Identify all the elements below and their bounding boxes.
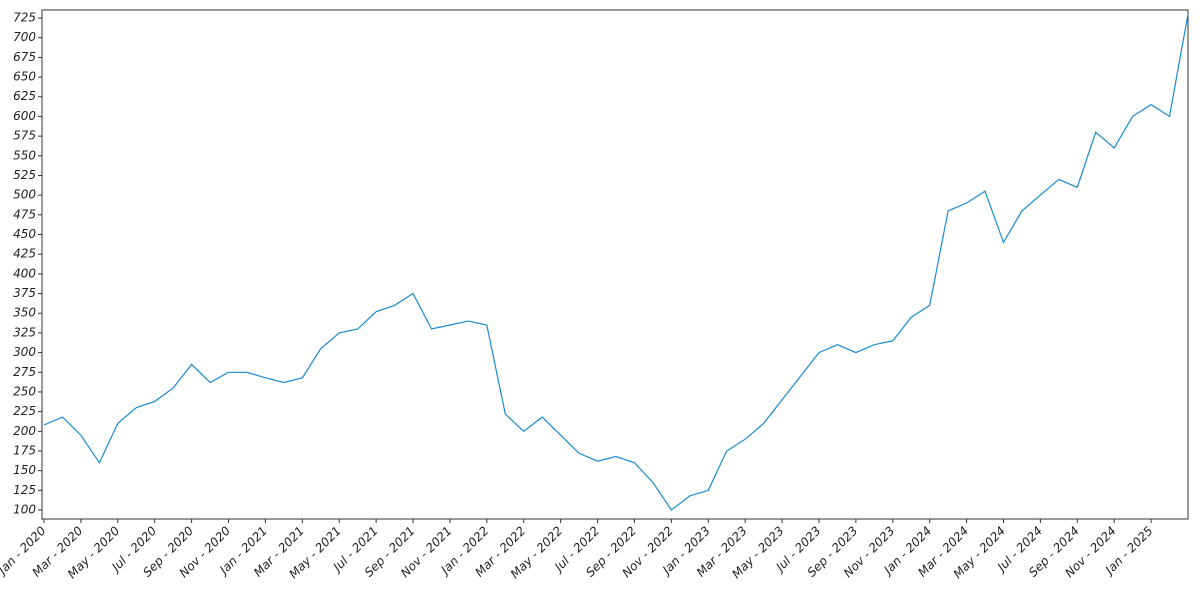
plot-frame: [41, 9, 1189, 520]
y-tick-label: 550: [13, 148, 36, 162]
y-tick-label: 200: [13, 424, 36, 438]
y-tick-label: 525: [13, 168, 36, 182]
y-tick-label: 575: [13, 129, 36, 143]
y-tick-label: 625: [13, 89, 36, 103]
y-tick-label: 450: [13, 227, 36, 241]
y-tick-label: 600: [13, 109, 36, 123]
y-tick-label: 325: [13, 325, 36, 339]
y-tick-label: 125: [13, 483, 36, 497]
y-tick-label: 175: [13, 443, 36, 457]
y-tick-label: 725: [13, 11, 36, 25]
y-tick-label: 100: [13, 503, 36, 517]
y-tick-label: 350: [13, 306, 36, 320]
y-tick-label: 375: [13, 286, 36, 300]
y-tick-label: 275: [13, 365, 36, 379]
y-tick-label: 300: [13, 345, 36, 359]
y-tick-label: 225: [13, 404, 36, 418]
y-tick-label: 500: [13, 188, 36, 202]
y-tick-label: 250: [13, 384, 36, 398]
y-tick-label: 700: [13, 30, 36, 44]
y-tick-label: 400: [13, 266, 36, 280]
y-tick-label: 425: [13, 247, 36, 261]
y-tick-label: 150: [13, 463, 36, 477]
y-tick-label: 675: [13, 50, 36, 64]
y-tick-label: 650: [13, 70, 36, 84]
y-tick-label: 475: [13, 207, 36, 221]
price-line: [43, 13, 1189, 511]
